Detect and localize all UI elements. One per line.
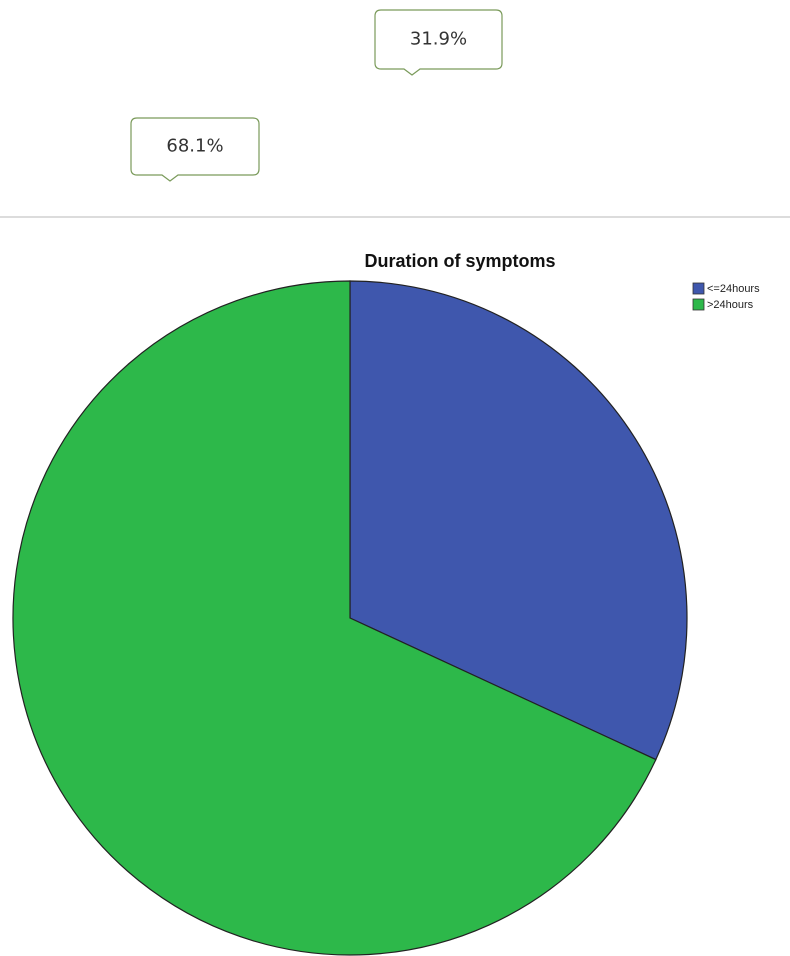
- pie-slice: [12, 280, 657, 956]
- callout-box: [130, 117, 260, 182]
- callout-box: [374, 9, 503, 76]
- pie-slice: [349, 280, 688, 761]
- legend-label: <=24hours: [707, 283, 760, 295]
- data-label: 68.1%: [166, 136, 223, 157]
- data-label: 31.9%: [410, 29, 467, 50]
- legend-swatch: [692, 282, 705, 295]
- legend-swatch: [692, 298, 705, 311]
- chart-title: Duration of symptoms: [364, 251, 555, 271]
- legend-label: >24hours: [707, 299, 754, 311]
